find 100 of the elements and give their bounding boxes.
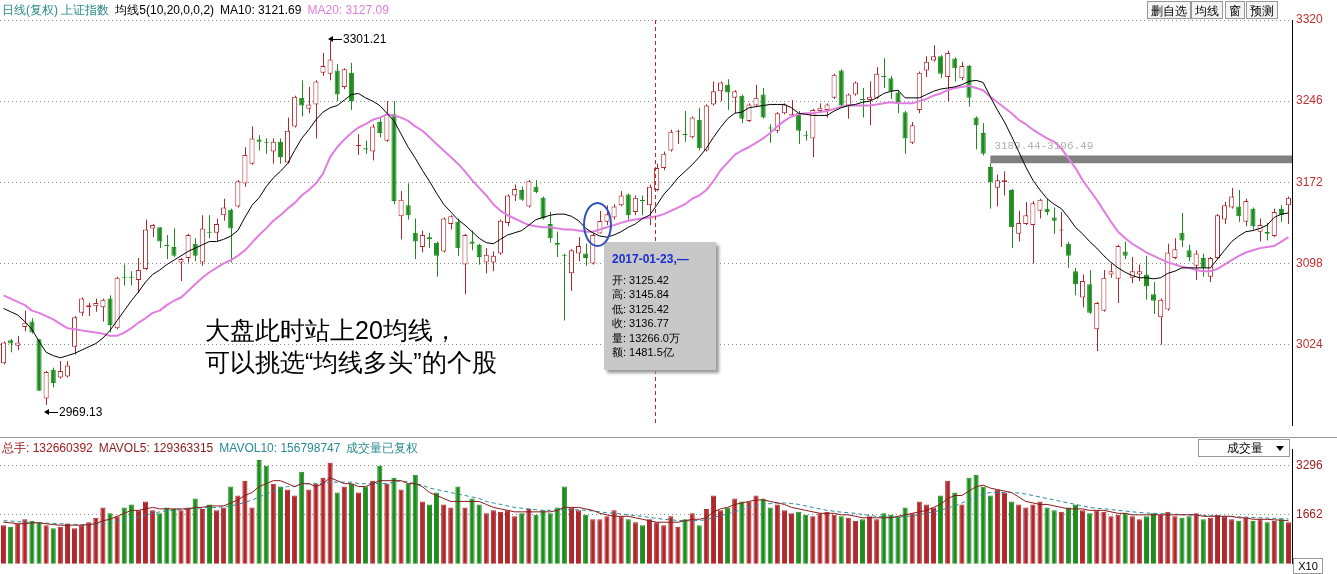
bar — [746, 501, 752, 564]
bar — [334, 492, 340, 564]
bar — [710, 495, 716, 564]
bar — [1172, 516, 1178, 564]
text: 删自选 — [1147, 1, 1191, 19]
bar — [292, 495, 298, 564]
bar — [199, 508, 205, 564]
bar — [128, 504, 134, 564]
candlestick — [1200, 253, 1206, 278]
bar — [1193, 513, 1199, 564]
text: MAVOL5: 129363315 — [98, 441, 214, 455]
candlestick — [909, 121, 915, 145]
candlestick — [1030, 200, 1036, 264]
bar — [263, 465, 269, 564]
bar — [1009, 501, 1015, 564]
bar — [1271, 520, 1277, 564]
annotation: 高: 3145.84 — [612, 287, 670, 302]
candlestick — [1151, 281, 1157, 315]
bar — [703, 508, 709, 564]
bar — [221, 507, 227, 564]
annotation: 可以挑选“均线多头”的个股 — [205, 347, 497, 378]
bar — [717, 510, 724, 564]
candlestick — [1250, 207, 1256, 230]
bar — [881, 513, 887, 564]
candlestick — [987, 162, 993, 210]
annotation: 成交量 — [1227, 441, 1263, 455]
candlestick — [270, 137, 276, 165]
candlestick — [710, 80, 716, 107]
bar — [852, 520, 858, 564]
bar — [36, 522, 42, 564]
text: 预测 — [1246, 1, 1278, 19]
bar — [57, 526, 63, 564]
candlestick — [1222, 201, 1228, 225]
bar — [916, 501, 922, 564]
bar — [135, 510, 141, 564]
candlestick — [739, 94, 745, 124]
bar — [306, 489, 312, 564]
bar — [256, 459, 262, 564]
candlestick — [980, 122, 986, 156]
candlestick — [1236, 189, 1242, 223]
bar — [604, 516, 610, 564]
bar — [973, 474, 979, 564]
bar — [270, 483, 276, 564]
y-tick-label: 1662 — [1296, 506, 1324, 521]
bar — [859, 519, 866, 564]
annotation: 3301.21 — [343, 32, 387, 46]
bar — [1108, 516, 1114, 564]
bar — [235, 495, 241, 564]
y-tick-label: 3296 — [1296, 458, 1324, 473]
bar — [1179, 517, 1185, 564]
bar — [327, 462, 333, 564]
bar — [952, 492, 958, 564]
candlestick — [185, 233, 191, 263]
bar — [895, 516, 901, 564]
bar — [845, 517, 851, 564]
bar — [980, 486, 986, 564]
bar — [1236, 520, 1242, 564]
bar — [533, 514, 539, 564]
bar — [1200, 519, 1206, 564]
bar — [1186, 516, 1192, 564]
candlestick — [419, 230, 425, 254]
candlestick — [320, 52, 326, 77]
bar — [505, 510, 511, 564]
bar — [1072, 504, 1079, 564]
bar — [1222, 516, 1228, 564]
candlestick — [760, 87, 766, 120]
bar — [902, 507, 908, 564]
candlestick — [668, 129, 674, 153]
candlestick — [0, 340, 7, 365]
bar — [1094, 510, 1100, 564]
bar — [157, 513, 163, 564]
candlestick — [398, 190, 404, 240]
bar — [1207, 517, 1213, 564]
bar — [419, 501, 425, 564]
bar — [1278, 519, 1284, 564]
bar — [1051, 510, 1057, 564]
bar — [561, 486, 567, 564]
y-tick-label: 3246 — [1296, 93, 1324, 108]
bar — [490, 510, 496, 564]
candlestick — [1193, 249, 1199, 281]
candlestick — [1051, 207, 1057, 235]
bar — [696, 525, 702, 564]
bar — [341, 486, 347, 564]
bar — [682, 519, 688, 564]
candlestick — [341, 67, 347, 90]
candlestick — [313, 79, 319, 139]
bar — [284, 489, 291, 564]
chart-subtitle: 成交量已复权 — [346, 441, 419, 455]
bar — [540, 510, 546, 564]
candlestick — [831, 73, 837, 100]
candlestick — [994, 174, 1000, 207]
candlestick — [377, 117, 383, 138]
bar — [646, 519, 653, 564]
bar — [277, 486, 283, 564]
dropdown-field: 成交量 — [1198, 439, 1290, 457]
bar — [100, 507, 106, 564]
bar — [242, 480, 248, 564]
bar — [781, 510, 787, 564]
bar — [462, 507, 468, 564]
bar — [206, 504, 212, 564]
